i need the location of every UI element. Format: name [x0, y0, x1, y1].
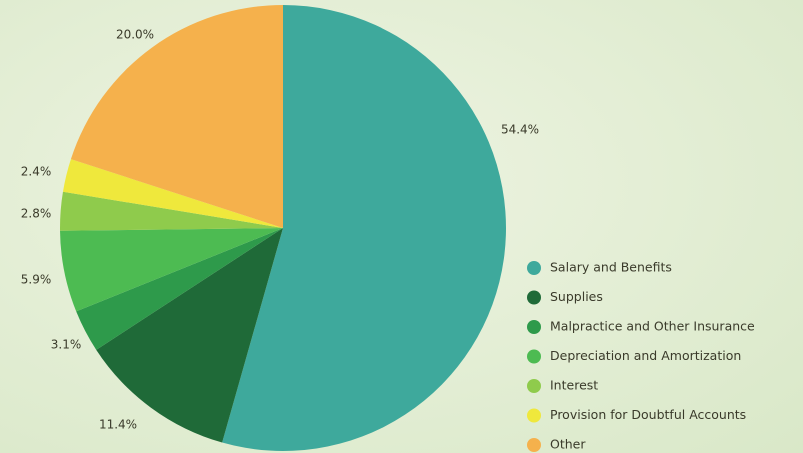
pie-slice	[60, 191, 284, 231]
data-label: 5.9%	[21, 273, 52, 287]
pie-slice	[70, 5, 283, 228]
data-label: 3.1%	[51, 338, 82, 352]
legend-swatch	[527, 261, 541, 275]
legend-label: Salary and Benefits	[550, 260, 672, 275]
legend-swatch	[527, 379, 541, 393]
legend-label: Supplies	[550, 289, 603, 304]
pie-slice	[76, 228, 283, 350]
data-label: 2.8%	[21, 207, 52, 221]
legend-swatch	[527, 290, 541, 305]
data-label: 20.0%	[116, 28, 154, 42]
legend-swatch	[527, 349, 541, 364]
legend-label: Provision for Doubtful Accounts	[550, 407, 746, 422]
data-label: 11.4%	[99, 418, 137, 432]
pie-slice	[96, 228, 283, 443]
pie-slice	[222, 5, 506, 451]
pie-slice	[62, 159, 283, 228]
legend-label: Other	[550, 437, 586, 452]
pie-slice	[60, 228, 283, 312]
data-label: 2.4%	[21, 165, 52, 179]
legend-swatch	[527, 408, 541, 423]
legend-label: Depreciation and Amortization	[550, 348, 741, 363]
legend-label: Interest	[550, 378, 598, 393]
legend-swatch	[527, 438, 541, 452]
legend-label: Malpractice and Other Insurance	[550, 319, 755, 334]
legend-swatch	[527, 320, 541, 334]
data-label: 54.4%	[501, 123, 539, 137]
